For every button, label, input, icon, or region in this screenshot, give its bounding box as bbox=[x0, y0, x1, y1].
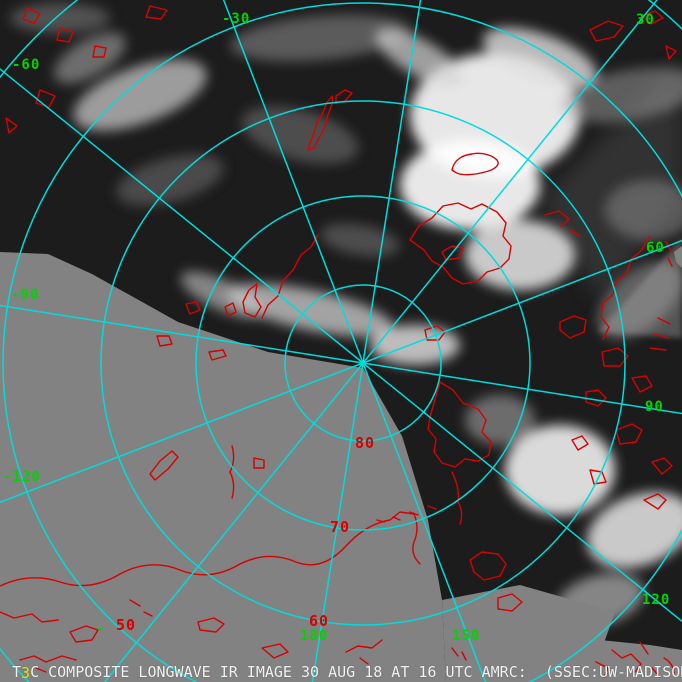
meridian-0 bbox=[362, 0, 422, 364]
meridian-30 bbox=[362, 0, 658, 364]
meridian--60 bbox=[0, 68, 364, 364]
longitude-label: -30 bbox=[222, 11, 250, 27]
meridian-90 bbox=[362, 362, 682, 415]
coordinate-label-layer: -30 -60 -90 -120 - 180 150 120 90 60 30 80 70 60 50 bbox=[3, 11, 670, 644]
coastline-layer bbox=[0, 5, 677, 678]
meridian-150 bbox=[362, 362, 487, 682]
longitude-label: -90 bbox=[11, 287, 39, 303]
longitude-label: -60 bbox=[12, 57, 40, 73]
latitude-ring-60 bbox=[100, 100, 626, 626]
longitude-label: 120 bbox=[642, 592, 670, 608]
latitude-label: 70 bbox=[330, 518, 350, 536]
longitude-label: 90 bbox=[645, 399, 664, 415]
latitude-ring-80 bbox=[284, 284, 442, 442]
meridian-180 bbox=[311, 362, 364, 682]
caption-text: C COMPOSITE LONGWAVE IR IMAGE 30 AUG 18 … bbox=[30, 663, 682, 681]
meridian--30 bbox=[222, 0, 364, 364]
longitude-label: 150 bbox=[452, 628, 480, 644]
meridian-120 bbox=[362, 362, 682, 623]
meridian--90 bbox=[0, 304, 364, 364]
longitude-label: 30 bbox=[636, 12, 655, 28]
meridian-60 bbox=[362, 239, 682, 364]
longitude-label: -120 bbox=[3, 469, 41, 485]
latitude-ring-70 bbox=[195, 195, 531, 531]
longitude-label: 60 bbox=[646, 240, 665, 256]
meridian--120 bbox=[0, 362, 364, 504]
nodata-layer bbox=[0, 246, 682, 682]
image-caption: T3C COMPOSITE LONGWAVE IR IMAGE 30 AUG 1… bbox=[12, 663, 682, 682]
longitude-label: - bbox=[96, 621, 105, 637]
caption-prefix: T bbox=[12, 663, 22, 681]
longitude-label: 180 bbox=[300, 628, 328, 644]
meridian--150 bbox=[103, 362, 364, 682]
latitude-label: 50 bbox=[116, 616, 136, 634]
latitude-label: 60 bbox=[309, 612, 329, 630]
frame-number-marker: 3 bbox=[21, 664, 31, 682]
latitude-label: 80 bbox=[355, 434, 375, 452]
